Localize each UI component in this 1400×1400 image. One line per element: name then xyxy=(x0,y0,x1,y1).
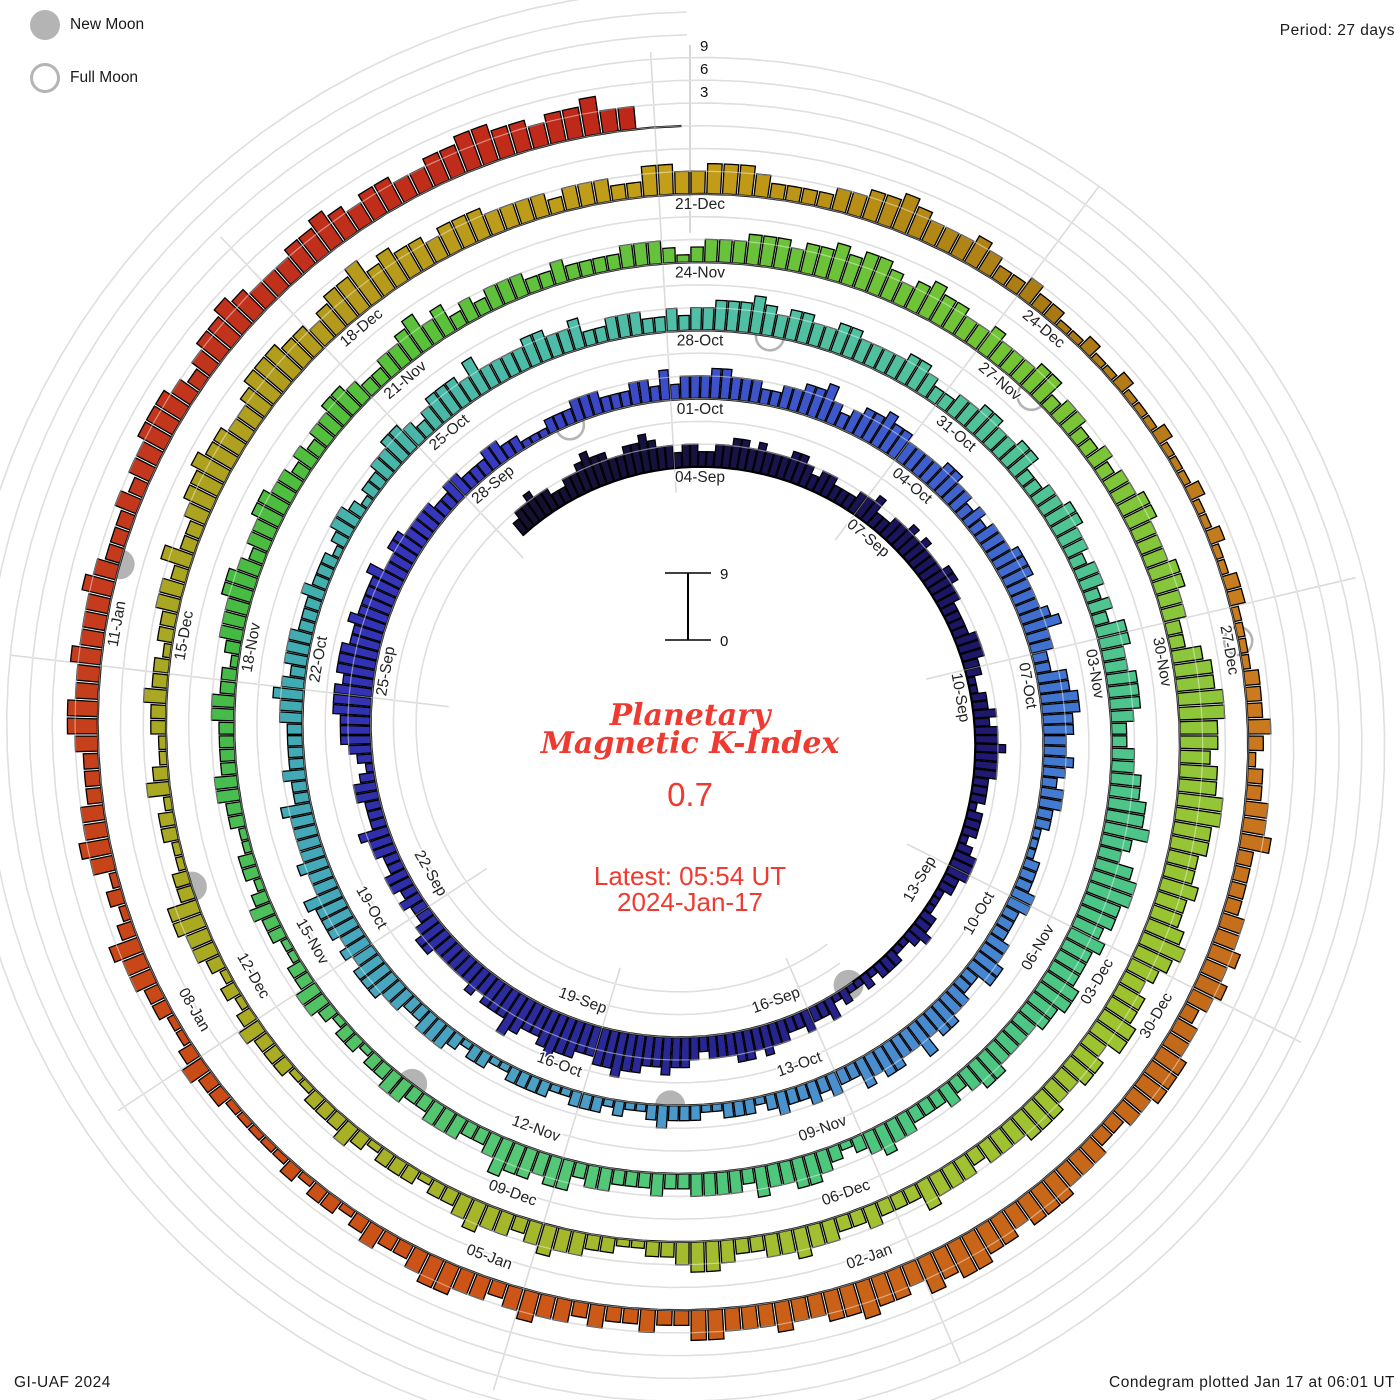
period-label: Period: 27 days xyxy=(1279,22,1395,39)
legend-full-moon-label: Full Moon xyxy=(70,69,139,86)
current-k-value: 0.7 xyxy=(667,776,713,813)
k-scale-bar: 90 xyxy=(665,566,728,650)
date-label: 09-Dec xyxy=(486,1177,539,1210)
date-label: 02-Jan xyxy=(844,1241,894,1273)
date-label: 13-Oct xyxy=(775,1048,825,1080)
new-moon-icon xyxy=(30,10,60,40)
legend-full-moon: Full Moon xyxy=(30,63,138,93)
k-axis-tick: 9 xyxy=(700,38,708,55)
credit-label: GI-UAF 2024 xyxy=(14,1374,111,1391)
spiral-baseline xyxy=(96,124,1250,1312)
latest-date-label: 2024-Jan-17 xyxy=(617,887,763,917)
date-label: 04-Sep xyxy=(675,469,725,486)
plotted-label: Condegram plotted Jan 17 at 06:01 UT xyxy=(1109,1374,1395,1391)
latest-time-label: Latest: 05:54 UT xyxy=(593,861,787,891)
date-label: 21-Dec xyxy=(675,196,725,213)
k-axis-tick: 6 xyxy=(700,61,708,78)
date-label: 12-Nov xyxy=(510,1112,563,1145)
date-label: 06-Dec xyxy=(820,1176,873,1209)
date-label: 28-Oct xyxy=(677,333,724,350)
date-label: 09-Nov xyxy=(796,1112,849,1145)
date-label: 16-Sep xyxy=(750,984,803,1017)
full-moon-icon xyxy=(30,63,60,93)
chart-title-line2: Magnetic K-Index xyxy=(540,726,840,761)
date-label: 19-Sep xyxy=(556,984,609,1017)
k-scale-max: 9 xyxy=(720,566,728,583)
date-label: 24-Nov xyxy=(675,264,725,281)
date-label: 05-Jan xyxy=(464,1241,514,1273)
k-axis-tick: 3 xyxy=(700,84,708,101)
k-scale-min: 0 xyxy=(720,633,728,650)
legend-new-moon: New Moon xyxy=(30,10,144,40)
chart-title-line1: Planetary xyxy=(609,698,771,733)
legend-new-moon-label: New Moon xyxy=(70,16,145,33)
date-label: 01-Oct xyxy=(677,401,724,418)
k-index-bars xyxy=(66,95,1272,1342)
